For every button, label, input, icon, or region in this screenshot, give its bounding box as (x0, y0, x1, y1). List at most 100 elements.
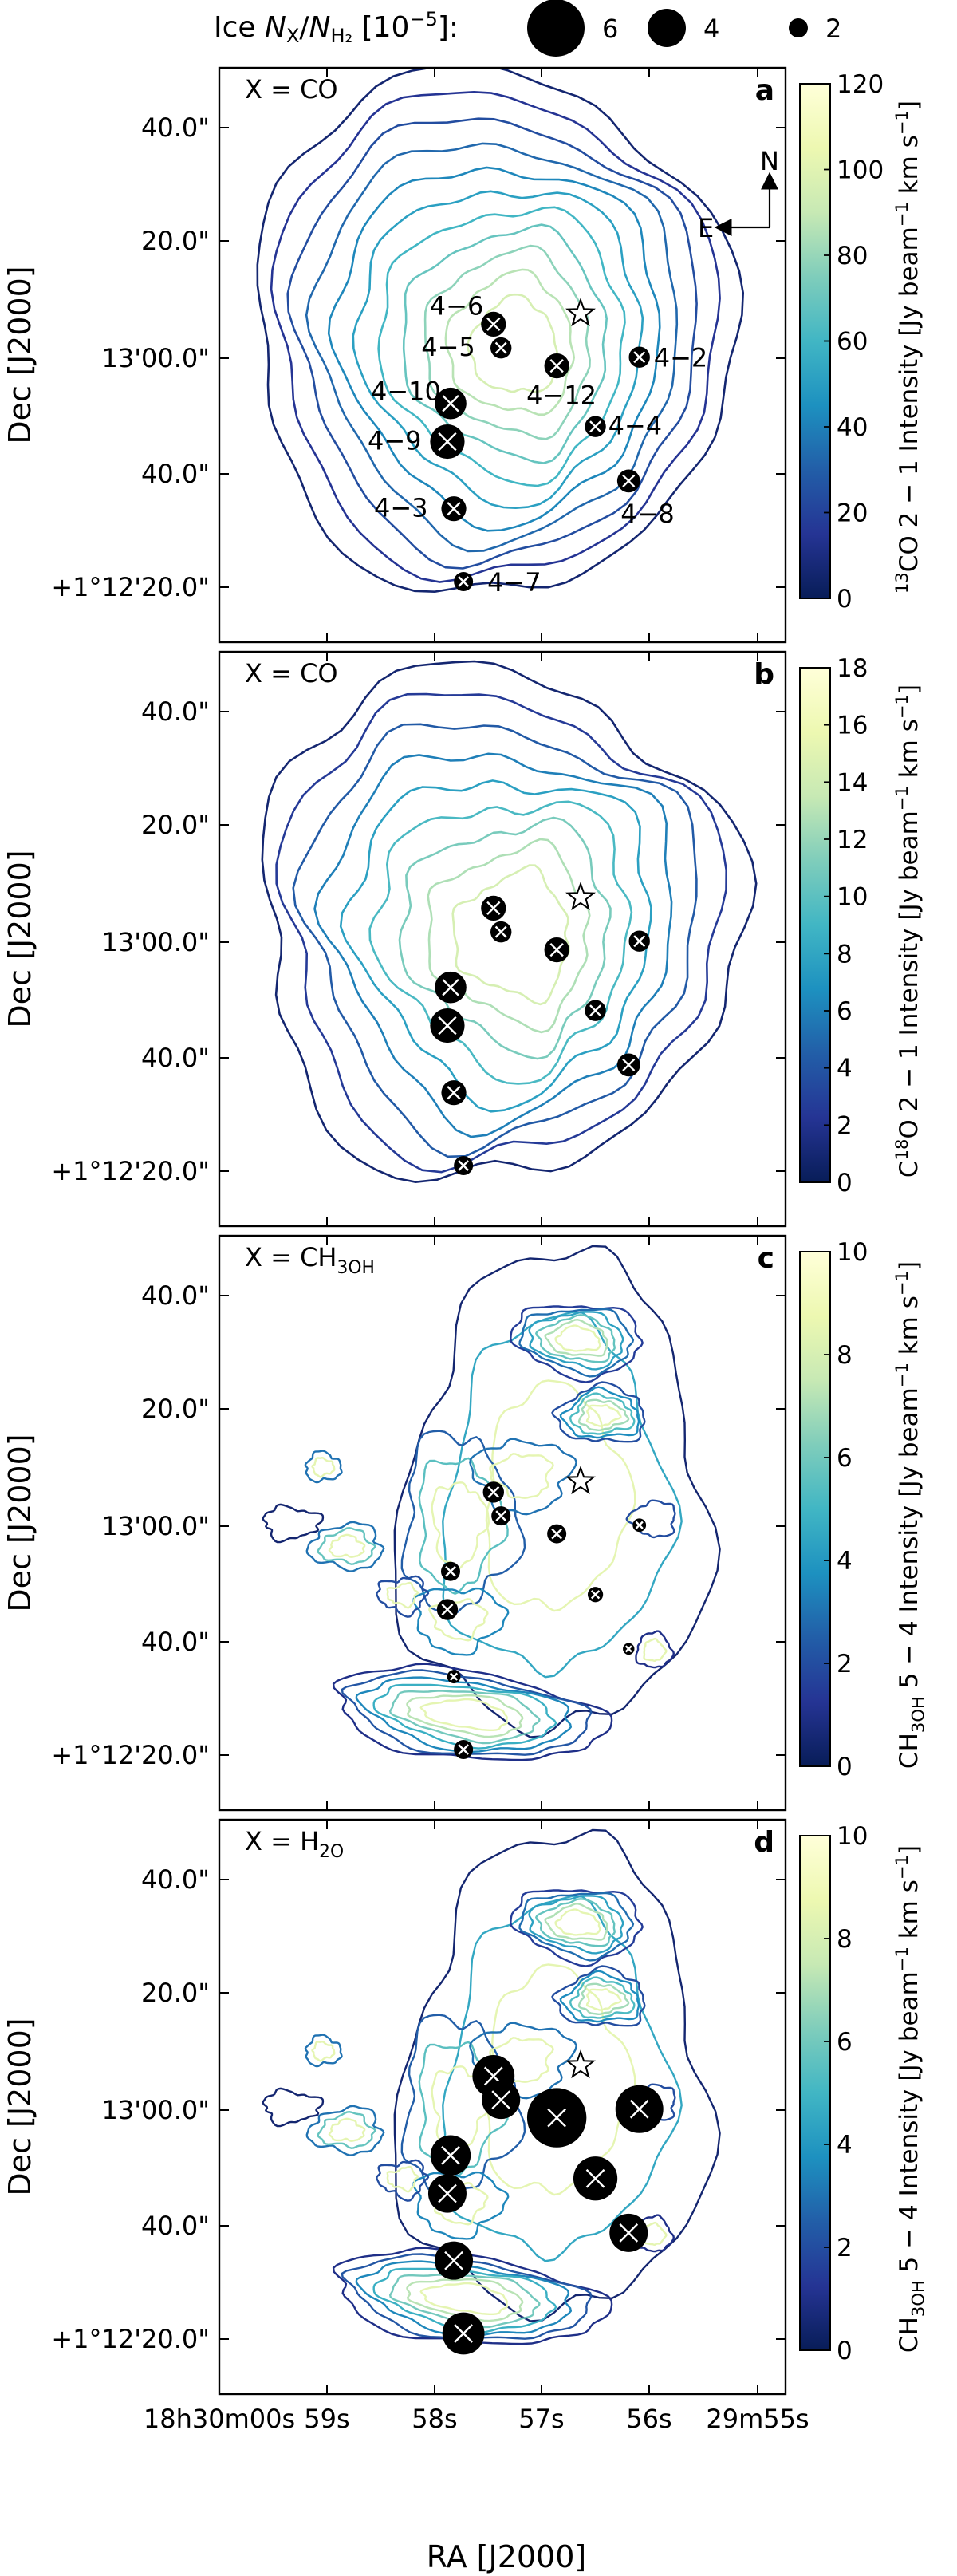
contours (256, 68, 745, 594)
source-marker (454, 1740, 474, 1760)
source-marker (547, 1524, 567, 1544)
source-label: 4−2 (654, 343, 708, 373)
contour-line (585, 1404, 622, 1427)
contour-line (569, 1392, 636, 1435)
contour-line (510, 1305, 644, 1383)
source-label: 4−4 (608, 411, 663, 441)
source-cross (483, 2066, 503, 2086)
y-axis-label: Dec [J2000] (2, 850, 37, 1028)
colorbar (799, 667, 831, 1183)
source-cross (447, 502, 461, 516)
contour-line (398, 816, 612, 1060)
source-marker (435, 2241, 474, 2280)
protostar-marker (565, 1466, 596, 1495)
source-cross (589, 1004, 602, 1017)
source-marker (585, 1000, 606, 1021)
source-marker (632, 1518, 647, 1533)
colorbar-tick-label: 8 (837, 940, 853, 968)
contour-line (528, 1311, 624, 1371)
contour-line (376, 2159, 430, 2202)
source-cross (622, 474, 636, 487)
contour-line (368, 800, 633, 1085)
colorbar-tick-label: 120 (837, 70, 884, 99)
contour-line (304, 1450, 343, 1484)
source-marker (482, 2081, 521, 2120)
source-cross (444, 2251, 463, 2270)
contour-line (304, 2034, 343, 2068)
contour-line (317, 2110, 376, 2149)
contour-line (341, 1669, 593, 1756)
source-marker (430, 2135, 471, 2176)
y-tick-label: 40.0" (141, 696, 210, 727)
colorbar-tick-label: 0 (837, 2337, 853, 2365)
y-axis-label: Dec [J2000] (2, 266, 37, 444)
colorbar-tick-label: 10 (837, 1822, 868, 1851)
source-cross (585, 2168, 605, 2188)
source-marker (544, 353, 569, 379)
source-cross (441, 1604, 454, 1616)
source-marker (615, 2085, 664, 2133)
source-label: 4−5 (421, 332, 475, 362)
source-cross (491, 2090, 511, 2109)
y-tick-label: 13'00.0" (102, 1511, 210, 1541)
contour-line (305, 2105, 385, 2156)
colorbar-tick-label: 2 (837, 1650, 853, 1679)
source-cross (441, 2145, 460, 2165)
source-cross (629, 2099, 649, 2119)
colorbar-tick-label: 16 (837, 712, 868, 740)
colorbar-label: CH3OH 5 − 4 Intensity [Jy beam−1 km s−1] (892, 1845, 927, 2353)
y-axis-label: Dec [J2000] (2, 1434, 37, 1611)
contour-line (311, 2040, 336, 2062)
source-cross (495, 1510, 507, 1521)
source-marker (616, 469, 640, 493)
contour-line (327, 166, 661, 532)
contour-line (412, 2171, 510, 2240)
contour-line (544, 1902, 608, 1941)
colorbar-tick-label: 6 (837, 1444, 853, 1473)
source-cross (486, 901, 501, 916)
contour-line (406, 2278, 524, 2322)
source-marker (490, 337, 512, 359)
source-marker (441, 496, 467, 522)
source-cross (449, 1672, 459, 1681)
plot-frame (218, 650, 787, 1228)
contour-line (355, 2260, 573, 2337)
colorbar-tick-label: 4 (837, 2131, 853, 2160)
contour-line (372, 1683, 557, 1750)
contour-line (412, 1587, 510, 1656)
contour-line (275, 692, 728, 1174)
source-cross (442, 978, 459, 996)
legend-marker (527, 0, 585, 57)
source-cross (590, 1590, 601, 1600)
source-cross (494, 341, 507, 354)
source-cross (549, 358, 564, 373)
colorbar-tick-label: 4 (837, 1547, 853, 1576)
x-tick-label: 56s (626, 2404, 671, 2434)
panel-letter: c (758, 1242, 774, 1275)
source-marker (482, 1481, 504, 1503)
contour-line (311, 1456, 336, 1478)
contour-line (569, 1976, 636, 2019)
contour-line (305, 142, 679, 553)
source-marker (587, 1587, 604, 1603)
colorbar-label: CH3OH 5 − 4 Intensity [Jy beam−1 km s−1] (892, 1261, 927, 1769)
y-tick-label: 20.0" (141, 226, 210, 256)
source-marker (435, 971, 467, 1004)
y-tick-label: +1°12'20.0" (51, 1156, 210, 1186)
y-tick-label: 13'00.0" (102, 927, 210, 957)
panels: 40.0" 20.0" 13'00.0" 40.0" +1°12'20.0" Dec [J… (2, 66, 928, 2434)
colorbar-tick-label: 14 (837, 768, 868, 797)
source-marker (490, 921, 512, 943)
contour-line (286, 117, 698, 570)
contour-line (469, 1438, 577, 1516)
source-label: 4−3 (374, 493, 428, 523)
source-cross (633, 351, 646, 364)
colorbar-tick-label: 6 (837, 2028, 853, 2057)
contour-line (376, 1575, 430, 1618)
legend-marker (789, 18, 808, 37)
legend-entry: 6 (527, 0, 618, 57)
source-cross (486, 317, 501, 332)
contour-line (339, 779, 652, 1113)
y-tick-label: 40.0" (141, 459, 210, 489)
source-cross (549, 942, 564, 957)
